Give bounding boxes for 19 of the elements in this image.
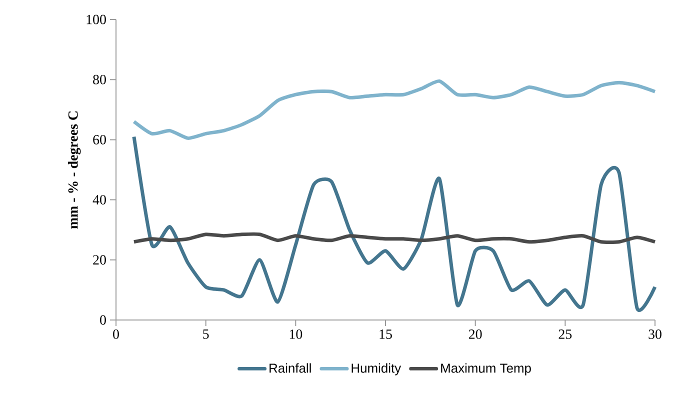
line-series: [132, 79, 657, 140]
y-tick-label: 0: [100, 315, 106, 325]
legend-label: Humidity: [352, 363, 402, 376]
y-tick-label: 100: [86, 14, 106, 24]
x-tick-label: 25: [558, 330, 572, 339]
x-tick-label: 20: [468, 330, 482, 339]
x-tick-label: 5: [203, 330, 209, 339]
legend-label: Maximum Temp: [441, 363, 531, 376]
x-tick-label: 10: [290, 330, 302, 339]
x-tick-label: 0: [113, 330, 119, 339]
y-tick-label: 40: [92, 195, 106, 205]
y-axis-title: mm - % - degrees C: [68, 111, 81, 229]
y-tick-label: 60: [93, 134, 106, 144]
x-tick-label: 15: [380, 330, 392, 339]
legend-label: Rainfall: [270, 363, 311, 373]
line-series: [132, 232, 657, 244]
x-tick-label: 30: [648, 330, 662, 339]
y-tick-label: 20: [93, 255, 106, 265]
y-tick-label: 80: [93, 74, 106, 84]
